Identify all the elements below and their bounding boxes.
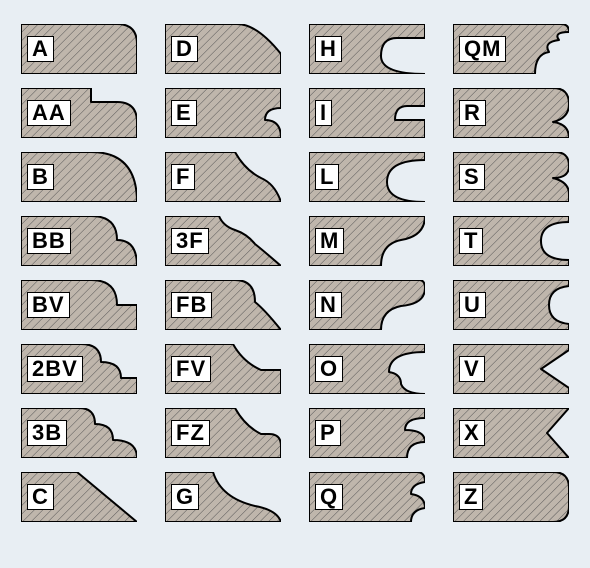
profile-cell: Q	[309, 472, 425, 522]
profile-cell: S	[453, 152, 569, 202]
profile-cell: C	[21, 472, 137, 522]
profile-cell: F	[165, 152, 281, 202]
profile-cell: D	[165, 24, 281, 74]
profile-cell: BB	[21, 216, 137, 266]
profile-cell: M	[309, 216, 425, 266]
profile-cell: 3F	[165, 216, 281, 266]
profile-label: FZ	[171, 420, 210, 446]
profile-label: O	[315, 356, 343, 382]
profile-label: D	[171, 36, 198, 62]
profile-label: AA	[27, 100, 71, 126]
profile-label: BB	[27, 228, 71, 254]
profile-label: X	[459, 420, 485, 446]
profile-cell: FZ	[165, 408, 281, 458]
profile-label: G	[171, 484, 199, 510]
profile-cell: T	[453, 216, 569, 266]
profile-label: N	[315, 292, 342, 318]
profile-cell: B	[21, 152, 137, 202]
profile-label: FV	[171, 356, 211, 382]
profile-label: F	[171, 164, 195, 190]
profile-label: S	[459, 164, 485, 190]
profile-label: I	[315, 100, 332, 126]
profile-cell: P	[309, 408, 425, 458]
profile-cell: V	[453, 344, 569, 394]
profile-label: 2BV	[27, 356, 83, 382]
profile-cell: U	[453, 280, 569, 330]
profile-label: T	[459, 228, 483, 254]
profile-label: M	[315, 228, 344, 254]
profile-cell: 3B	[21, 408, 137, 458]
profile-label: H	[315, 36, 342, 62]
profile-label: C	[27, 484, 54, 510]
profile-cell: N	[309, 280, 425, 330]
profile-cell: Z	[453, 472, 569, 522]
profile-label: FB	[171, 292, 212, 318]
profile-label: BV	[27, 292, 70, 318]
profile-cell: FB	[165, 280, 281, 330]
profile-cell: AA	[21, 88, 137, 138]
profile-cell: G	[165, 472, 281, 522]
profile-label: A	[27, 36, 54, 62]
profile-cell: A	[21, 24, 137, 74]
profile-cell: BV	[21, 280, 137, 330]
profile-label: Q	[315, 484, 343, 510]
profile-label: QM	[459, 36, 506, 62]
profile-label: E	[171, 100, 197, 126]
profile-label: P	[315, 420, 341, 446]
profile-label: B	[27, 164, 54, 190]
profile-cell: E	[165, 88, 281, 138]
profile-label: R	[459, 100, 486, 126]
profile-label: U	[459, 292, 486, 318]
profile-cell: QM	[453, 24, 569, 74]
profile-label: 3F	[171, 228, 209, 254]
profile-cell: I	[309, 88, 425, 138]
profile-cell: 2BV	[21, 344, 137, 394]
profile-label: V	[459, 356, 485, 382]
profile-label: L	[315, 164, 339, 190]
profile-label: 3B	[27, 420, 67, 446]
profile-cell: R	[453, 88, 569, 138]
profile-cell: H	[309, 24, 425, 74]
profile-label: Z	[459, 484, 483, 510]
profile-cell: O	[309, 344, 425, 394]
profile-cell: X	[453, 408, 569, 458]
profile-cell: L	[309, 152, 425, 202]
profile-cell: FV	[165, 344, 281, 394]
